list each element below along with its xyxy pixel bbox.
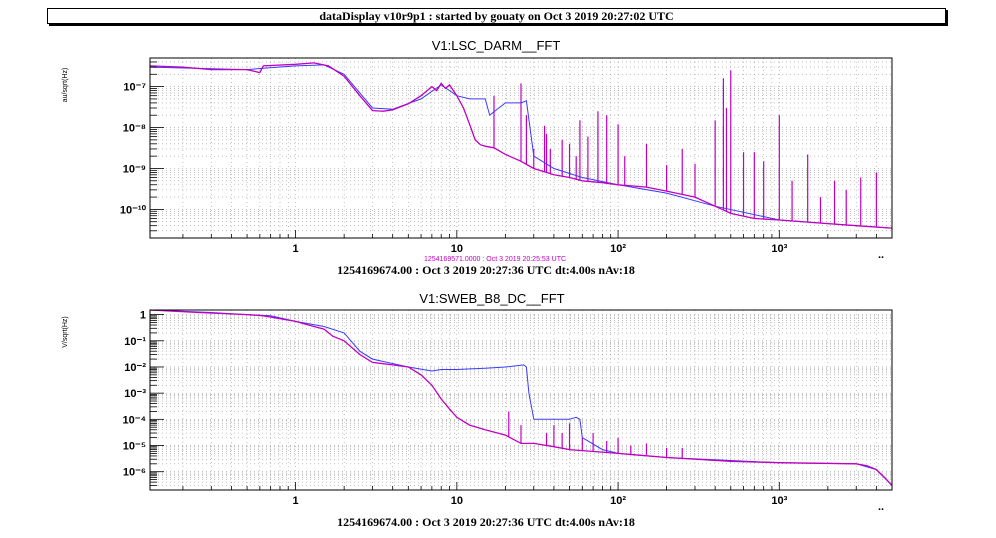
plot-1-ylabel: au/sqrt(Hz) xyxy=(62,68,69,103)
plot-1-y-tick-1e-7: 10⁻⁷ xyxy=(123,82,146,94)
plot-2-y-tick-labels: 1 10⁻¹ 10⁻² 10⁻³ 10⁻⁴ 10⁻⁵ 10⁻⁶ xyxy=(123,310,147,479)
plot-2-series xyxy=(149,309,893,486)
plot-1-y-tick-1e-8: 10⁻⁸ xyxy=(123,123,146,135)
plot-1-title: V1:LSC_DARM__FFT xyxy=(432,38,561,53)
window-title-bar: dataDisplay v10r9p1 : started by gouaty … xyxy=(47,8,946,24)
plot-1-x-tick-100: 10² xyxy=(610,243,626,255)
plot-2-y-tick-1e-3: 10⁻³ xyxy=(124,388,146,400)
magenta-series-line xyxy=(149,309,893,486)
plot-2-x-tick-labels: 1 10 10² 10³ .. xyxy=(293,495,885,513)
plot-1-y-tick-1e-10: 10⁻¹⁰ xyxy=(120,204,147,216)
plot-1-info: 1254169674.00 : Oct 3 2019 20:27:36 UTC … xyxy=(337,263,635,277)
plot-1-frame xyxy=(149,57,893,239)
plot-2-frame xyxy=(149,309,893,491)
window-title: dataDisplay v10r9p1 : started by gouaty … xyxy=(319,9,674,23)
plot-1-series xyxy=(149,62,893,229)
plot-2-x-tick-1: 1 xyxy=(293,495,299,507)
plot-1-y-tick-labels: 10⁻⁷ 10⁻⁸ 10⁻⁹ 10⁻¹⁰ xyxy=(120,82,147,217)
plot-sweb-b8-dc: V1:SWEB_B8_DC__FFT V/sqrt(Hz) 1 10 10² 1… xyxy=(62,291,893,529)
plot-2-title: V1:SWEB_B8_DC__FFT xyxy=(419,291,564,306)
plot-1-ticks xyxy=(150,57,893,239)
plot-lsc-darm: V1:LSC_DARM__FFT au/sqrt(Hz) 1 10 10² 10… xyxy=(62,38,893,277)
blue-series-line xyxy=(149,64,893,229)
plot-2-spectral-lines xyxy=(508,411,683,459)
plot-2-info: 1254169674.00 : Oct 3 2019 20:27:36 UTC … xyxy=(337,515,635,529)
plot-1-x-tick-10: 10 xyxy=(451,243,463,255)
magenta-series-line xyxy=(149,62,893,229)
plot-2-x-tick-1000: 10³ xyxy=(771,495,787,507)
plot-2-x-tick-10: 10 xyxy=(451,495,463,507)
plot-1-x-tick-1: 1 xyxy=(293,243,299,255)
plot-2-y-tick-1e-2: 10⁻² xyxy=(124,362,146,374)
plot-2-y-tick-1e-4: 10⁻⁴ xyxy=(123,414,146,426)
plot-2-y-tick-1: 1 xyxy=(140,310,146,322)
plot-1-spectral-lines xyxy=(493,70,877,228)
plot-1-x-tick-labels: 1 10 10² 10³ .. xyxy=(293,243,885,261)
plot-1-reference-timestamp: 1254169571.0000 : Oct 3 2019 20:25:53 UT… xyxy=(424,256,566,263)
plot-2-x-tick-100: 10² xyxy=(610,495,626,507)
plot-2-ticks xyxy=(150,314,893,491)
plot-2-y-tick-1e-1: 10⁻¹ xyxy=(124,336,146,348)
plot-2-ylabel: V/sqrt(Hz) xyxy=(62,316,69,348)
plot-1-x-axis-marker: .. xyxy=(878,249,884,261)
plot-1-x-tick-1000: 10³ xyxy=(771,243,787,255)
plot-2-x-axis-marker: .. xyxy=(878,501,884,513)
plot-2-y-tick-1e-6: 10⁻⁶ xyxy=(123,467,146,479)
plot-2-frame-bg xyxy=(150,310,892,490)
plot-2-y-tick-1e-5: 10⁻⁵ xyxy=(123,441,146,453)
plot-1-y-tick-1e-9: 10⁻⁹ xyxy=(123,163,146,175)
